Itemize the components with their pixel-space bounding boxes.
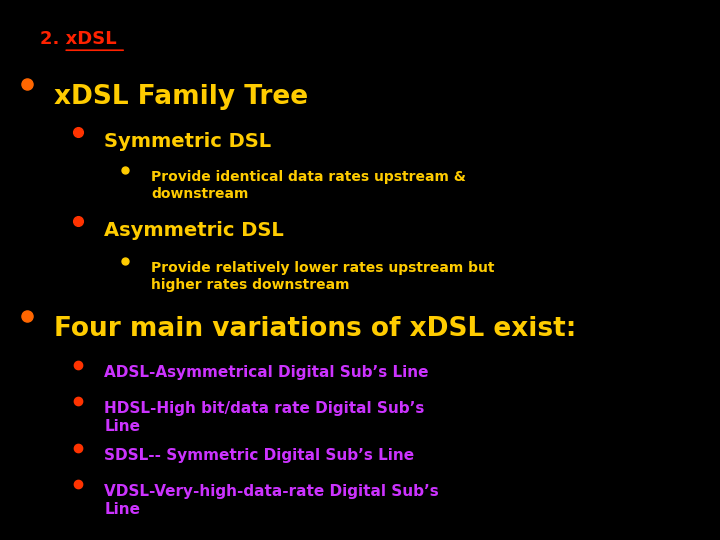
Text: HDSL-High bit/data rate Digital Sub’s
Line: HDSL-High bit/data rate Digital Sub’s Li… (104, 401, 425, 434)
Text: Provide identical data rates upstream &
downstream: Provide identical data rates upstream & … (151, 170, 466, 201)
Text: VDSL-Very-high-data-rate Digital Sub’s
Line: VDSL-Very-high-data-rate Digital Sub’s L… (104, 484, 439, 517)
Text: Asymmetric DSL: Asymmetric DSL (104, 221, 284, 240)
Text: Symmetric DSL: Symmetric DSL (104, 132, 271, 151)
Text: SDSL-- Symmetric Digital Sub’s Line: SDSL-- Symmetric Digital Sub’s Line (104, 448, 415, 463)
Text: ADSL-Asymmetrical Digital Sub’s Line: ADSL-Asymmetrical Digital Sub’s Line (104, 364, 429, 380)
Text: Provide relatively lower rates upstream but
higher rates downstream: Provide relatively lower rates upstream … (151, 261, 495, 292)
Text: Four main variations of xDSL exist:: Four main variations of xDSL exist: (54, 316, 577, 342)
Text: xDSL Family Tree: xDSL Family Tree (54, 84, 308, 110)
Text: 2. xDSL: 2. xDSL (40, 30, 116, 48)
